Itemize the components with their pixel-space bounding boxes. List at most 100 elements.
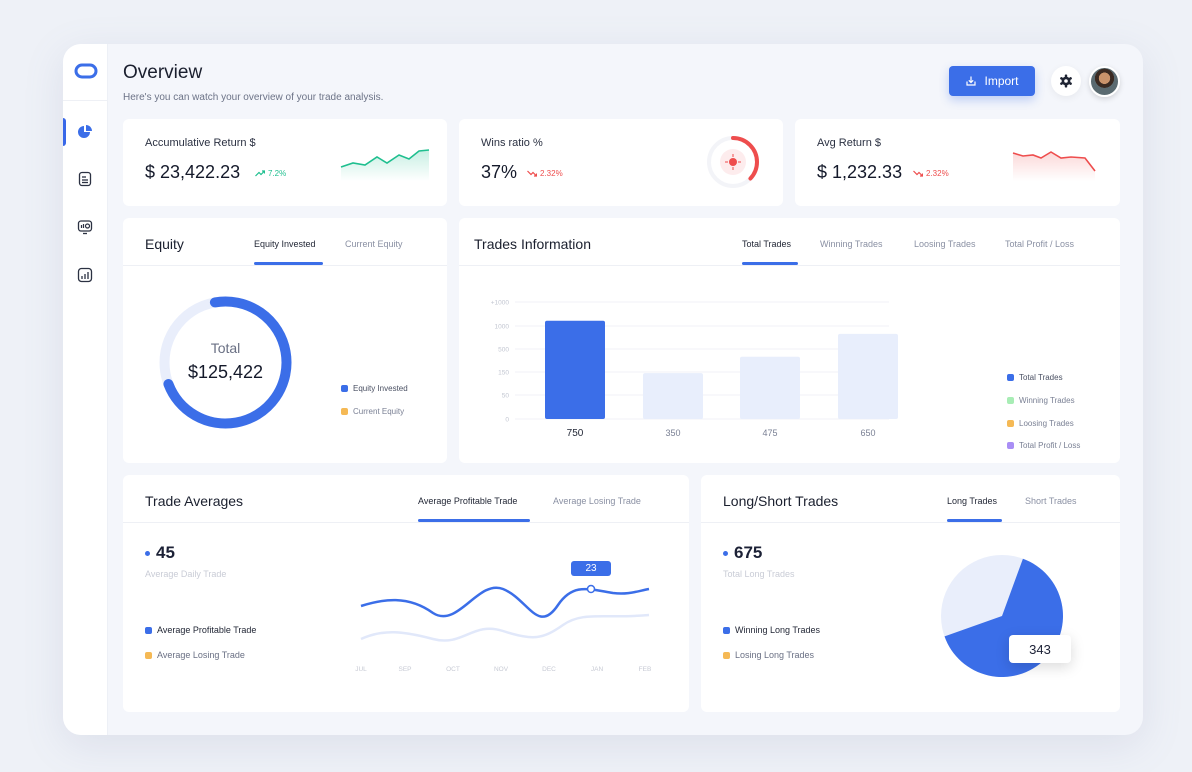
equity-donut: Total $125,422 <box>159 296 292 429</box>
legend-label: Winning Trades <box>1019 396 1075 405</box>
average-daily-trade-value: 45 <box>145 543 175 563</box>
legend-swatch <box>341 408 348 415</box>
tab-winning-trades[interactable]: Winning Trades <box>820 239 883 249</box>
bar-chart-icon <box>77 267 93 283</box>
legend-label: Loosing Trades <box>1019 419 1074 428</box>
long-short-trades-card: Long/Short Trades Long Trades Short Trad… <box>701 475 1120 712</box>
legend-label: Average Losing Trade <box>157 650 245 660</box>
legend-swatch <box>1007 397 1014 404</box>
stat-change: 2.32% <box>913 169 949 178</box>
x-category-label: 350 <box>665 428 680 438</box>
stat-label: Accumulative Return $ <box>145 137 256 149</box>
active-tab-underline <box>418 519 530 522</box>
stat-card-avg-return: Avg Return $ $ 1,232.33 2.32% <box>795 119 1120 206</box>
stat-card-accumulative-return: Accumulative Return $ $ 23,422.23 7.2% <box>123 119 447 206</box>
legend-swatch <box>723 626 730 634</box>
dashboard-window: Overview Here's you can watch your overv… <box>63 44 1143 735</box>
trend-down-icon <box>913 170 923 177</box>
stat-label: Wins ratio % <box>481 137 543 149</box>
legend-label: Total Profit / Loss <box>1019 441 1081 450</box>
tab-long-trades[interactable]: Long Trades <box>947 496 998 506</box>
legend-swatch <box>145 626 152 634</box>
active-tab-underline <box>742 262 798 265</box>
legend-label: Total Trades <box>1019 373 1063 382</box>
month-label: DEC <box>542 666 556 673</box>
stat-change: 7.2% <box>255 169 286 178</box>
page-subtitle: Here's you can watch your overview of yo… <box>123 92 384 103</box>
app-logo-icon[interactable] <box>73 62 99 80</box>
trade-averages-card: Trade Averages Average Profitable Trade … <box>123 475 689 712</box>
nav-overview[interactable] <box>74 121 96 143</box>
averages-line-chart: JUL SEP OCT NOV DEC JAN FEB <box>355 584 652 673</box>
legend-current-equity: Current Equity <box>341 407 404 416</box>
stat-change-value: 7.2% <box>268 169 287 178</box>
legend-swatch <box>145 651 152 659</box>
legend-label: Winning Long Trades <box>735 625 821 635</box>
bar[interactable] <box>740 356 800 419</box>
equity-title: Equity <box>145 236 184 252</box>
legend-total-trades: Total Trades <box>1007 373 1063 382</box>
stat-change-value: 2.32% <box>540 169 563 178</box>
nav-reports[interactable] <box>74 168 96 190</box>
legend-swatch <box>1007 420 1014 427</box>
trades-title: Trades Information <box>474 236 591 252</box>
stat-value: 37% <box>481 162 518 182</box>
legend-winning-trades: Winning Trades <box>1007 396 1075 405</box>
tab-average-losing-trade[interactable]: Average Losing Trade <box>553 496 641 506</box>
trend-up-icon <box>255 170 265 177</box>
average-daily-trade-number: 45 <box>156 543 175 562</box>
bar[interactable] <box>545 320 605 419</box>
tab-loosing-trades[interactable]: Loosing Trades <box>914 239 976 249</box>
legend-losing-long-trades: Losing Long Trades <box>723 650 814 660</box>
equity-card: Equity Equity Invested Current Equity To… <box>123 218 447 463</box>
avatar[interactable] <box>1089 66 1120 97</box>
bullet-dot <box>145 550 150 556</box>
legend-loosing-trades: Loosing Trades <box>1007 419 1074 428</box>
y-tick-label: +1000 <box>491 300 510 307</box>
chart-point-marker[interactable] <box>586 584 596 594</box>
page-title: Overview <box>123 62 203 83</box>
wins-ratio-gauge <box>707 136 759 188</box>
avg-return-sparkline <box>1012 151 1096 181</box>
donut-total-label: Total <box>211 340 241 356</box>
month-label: FEB <box>639 666 652 673</box>
tab-equity-invested[interactable]: Equity Invested <box>254 239 316 249</box>
tab-total-profit-loss[interactable]: Total Profit / Loss <box>1005 239 1075 249</box>
month-label: JAN <box>591 666 604 673</box>
bullet-dot <box>723 550 728 556</box>
bar[interactable] <box>643 373 703 419</box>
stat-value: $ 23,422.23 <box>145 162 241 182</box>
donut-total-value: $125,422 <box>188 362 263 382</box>
legend-equity-invested: Equity Invested <box>341 384 408 393</box>
tab-total-trades[interactable]: Total Trades <box>742 239 792 249</box>
stat-label: Avg Return $ <box>817 137 882 149</box>
gear-icon <box>1060 74 1072 88</box>
legend-swatch <box>1007 374 1014 381</box>
nav-analytics[interactable] <box>74 216 96 238</box>
card-header-divider <box>459 265 1120 266</box>
chart-tooltip: 23 <box>571 561 611 576</box>
y-tick-label: 500 <box>498 347 509 354</box>
total-long-trades-value: 675 <box>723 543 762 563</box>
y-tick-label: 0 <box>505 417 509 424</box>
month-label: NOV <box>494 666 509 673</box>
target-icon <box>725 154 741 170</box>
nav-statistics[interactable] <box>74 264 96 286</box>
legend-label: Equity Invested <box>353 384 408 393</box>
import-button[interactable]: Import <box>949 66 1035 96</box>
tab-current-equity[interactable]: Current Equity <box>345 239 403 249</box>
tab-short-trades[interactable]: Short Trades <box>1025 496 1077 506</box>
legend-winning-long-trades: Winning Long Trades <box>723 625 820 635</box>
legend-label: Average Profitable Trade <box>157 625 257 635</box>
monitor-chart-icon <box>77 220 93 235</box>
bar[interactable] <box>838 333 898 419</box>
tab-average-profitable-trade[interactable]: Average Profitable Trade <box>418 496 518 506</box>
document-icon <box>78 171 92 187</box>
x-category-label: 750 <box>567 428 584 439</box>
download-icon <box>966 76 977 86</box>
settings-button[interactable] <box>1051 66 1081 96</box>
legend-average-losing-trade: Average Losing Trade <box>145 650 245 660</box>
month-label: OCT <box>446 666 460 673</box>
active-tab-underline <box>254 262 323 265</box>
